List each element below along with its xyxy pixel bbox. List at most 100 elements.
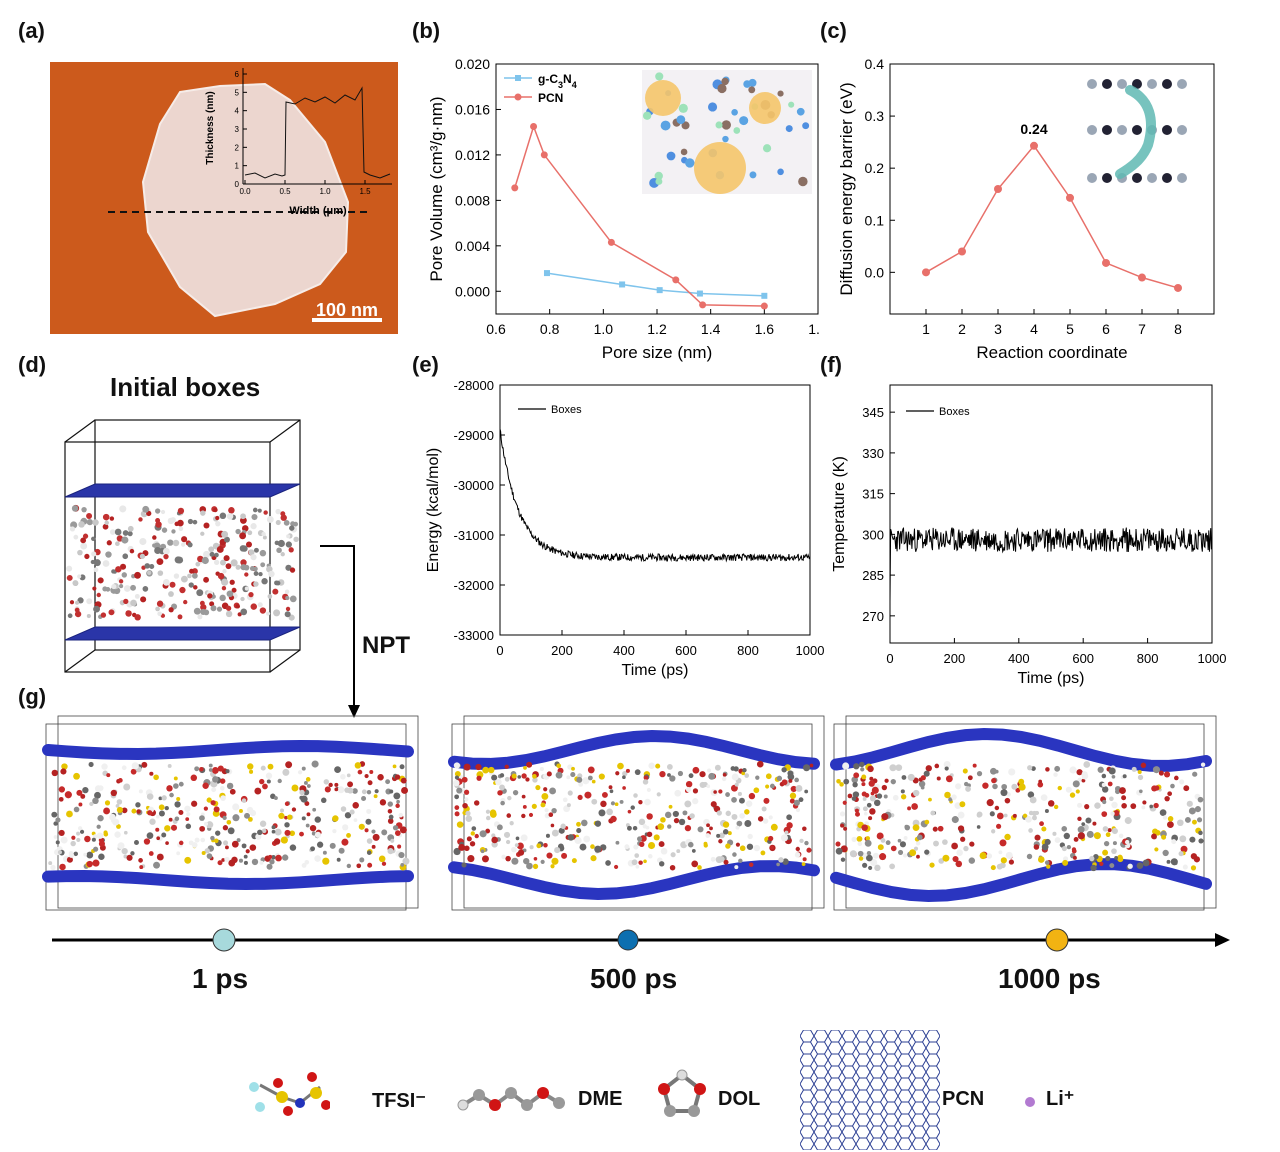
molecule-atom xyxy=(168,607,174,613)
electrolyte-atom xyxy=(646,831,653,838)
molecule-atom xyxy=(187,573,192,579)
electrolyte-atom xyxy=(398,851,405,859)
electrolyte-atom xyxy=(960,836,966,842)
electrolyte-atom xyxy=(706,823,710,828)
electrolyte-atom xyxy=(164,825,171,832)
electrolyte-atom xyxy=(748,862,754,867)
electrolyte-atom xyxy=(967,775,973,781)
electrolyte-atom xyxy=(357,769,363,775)
layer-atom xyxy=(1102,125,1112,135)
molecule-atom xyxy=(140,596,147,603)
electrolyte-atom xyxy=(271,825,276,830)
electrolyte-atom xyxy=(657,823,665,830)
electrolyte-atom xyxy=(229,788,236,795)
molecule-atom xyxy=(290,521,296,527)
electrolyte-atom xyxy=(316,841,324,848)
electrolyte-atom xyxy=(734,782,739,787)
y-tick-label: 0.012 xyxy=(455,147,490,163)
electrolyte-atom xyxy=(367,780,373,786)
electrolyte-atom xyxy=(130,851,135,856)
molecule-atom xyxy=(285,595,290,601)
molecule-atom xyxy=(91,536,96,541)
electrolyte-atom xyxy=(570,772,576,778)
molecule-atom xyxy=(130,599,137,607)
electrolyte-atom xyxy=(899,841,907,848)
electrolyte-atom xyxy=(561,852,568,859)
x-tick-label: 1 xyxy=(922,321,930,337)
electrolyte-atom xyxy=(525,777,530,782)
molecule-atom xyxy=(97,577,104,584)
electrolyte-atom xyxy=(930,810,936,816)
timeline-dot-1000ps xyxy=(1045,928,1069,952)
electrolyte-atom xyxy=(780,834,788,842)
electrolyte-atom xyxy=(1077,816,1082,821)
electrolyte-atom xyxy=(576,821,581,827)
molecule-atom xyxy=(196,589,204,597)
electrolyte-atom xyxy=(284,801,290,806)
electrolyte-atom xyxy=(1084,804,1090,810)
inset-atom xyxy=(731,109,738,116)
electrolyte-atom xyxy=(610,801,616,806)
electrolyte-atom xyxy=(86,860,93,868)
molecule-atom xyxy=(177,614,183,620)
electrolyte-atom xyxy=(735,842,740,847)
electrolyte-atom xyxy=(249,769,254,774)
x-tick-label: 600 xyxy=(675,643,697,658)
x-axis-label: Reaction coordinate xyxy=(976,343,1127,362)
electrolyte-atom xyxy=(332,828,337,834)
pore-blob xyxy=(645,80,681,116)
legend-marker xyxy=(515,75,521,81)
electrolyte-atom xyxy=(876,832,884,840)
electrolyte-atom xyxy=(684,824,692,832)
electrolyte-atom xyxy=(866,854,873,862)
molecule-atom xyxy=(134,593,140,599)
inset-atom xyxy=(642,111,652,120)
electrolyte-atom xyxy=(306,812,311,817)
electrolyte-atom xyxy=(238,858,244,863)
electrolyte-atom xyxy=(1040,794,1048,801)
afm-ytick-label: 6 xyxy=(235,70,240,79)
electrolyte-atom xyxy=(1111,848,1117,855)
electrolyte-atom xyxy=(795,785,803,792)
electrolyte-atom xyxy=(499,773,505,778)
plot-frame xyxy=(499,384,811,636)
molecule-atom xyxy=(181,536,188,543)
electrolyte-atom xyxy=(615,840,620,845)
electrolyte-atom xyxy=(1039,821,1044,827)
molecule-atom xyxy=(163,553,169,560)
molecule-atom xyxy=(119,505,127,513)
electrolyte-atom xyxy=(488,766,495,774)
electrolyte-atom xyxy=(866,802,872,808)
electrolyte-atom xyxy=(1124,839,1130,845)
electrolyte-atom xyxy=(178,809,184,815)
y-tick-label: -31000 xyxy=(454,528,494,543)
afm-ytick-label: 0 xyxy=(235,180,240,189)
molecule-atom xyxy=(122,553,129,560)
electrolyte-atom xyxy=(214,838,219,844)
electrolyte-atom xyxy=(587,766,595,774)
electrolyte-atom xyxy=(660,847,668,855)
electrolyte-atom xyxy=(550,864,555,869)
layer-atom xyxy=(1147,79,1157,89)
molecule-atom xyxy=(244,572,249,577)
electrolyte-atom xyxy=(306,784,311,788)
molecule-atom xyxy=(187,518,194,525)
electrolyte-atom xyxy=(454,811,460,817)
molecule-atom xyxy=(248,549,255,556)
inset-atom xyxy=(721,77,729,86)
electrolyte-atom xyxy=(1140,762,1147,769)
peak-annotation: 0.24 xyxy=(1020,121,1047,137)
molecule-atom xyxy=(80,542,88,550)
electrolyte-atom xyxy=(839,811,846,817)
inset-atom xyxy=(777,168,784,176)
electrolyte-atom xyxy=(1077,832,1085,840)
electrolyte-atom xyxy=(1027,765,1033,771)
electrolyte-atom xyxy=(555,771,563,779)
molecule-atom xyxy=(241,525,249,532)
electrolyte-atom xyxy=(769,783,775,789)
electrolyte-atom xyxy=(156,853,164,861)
electrolyte-atom xyxy=(710,856,716,862)
electrolyte-atom xyxy=(730,766,736,771)
layer-atom xyxy=(1102,79,1112,89)
electrolyte-atom xyxy=(858,856,864,861)
